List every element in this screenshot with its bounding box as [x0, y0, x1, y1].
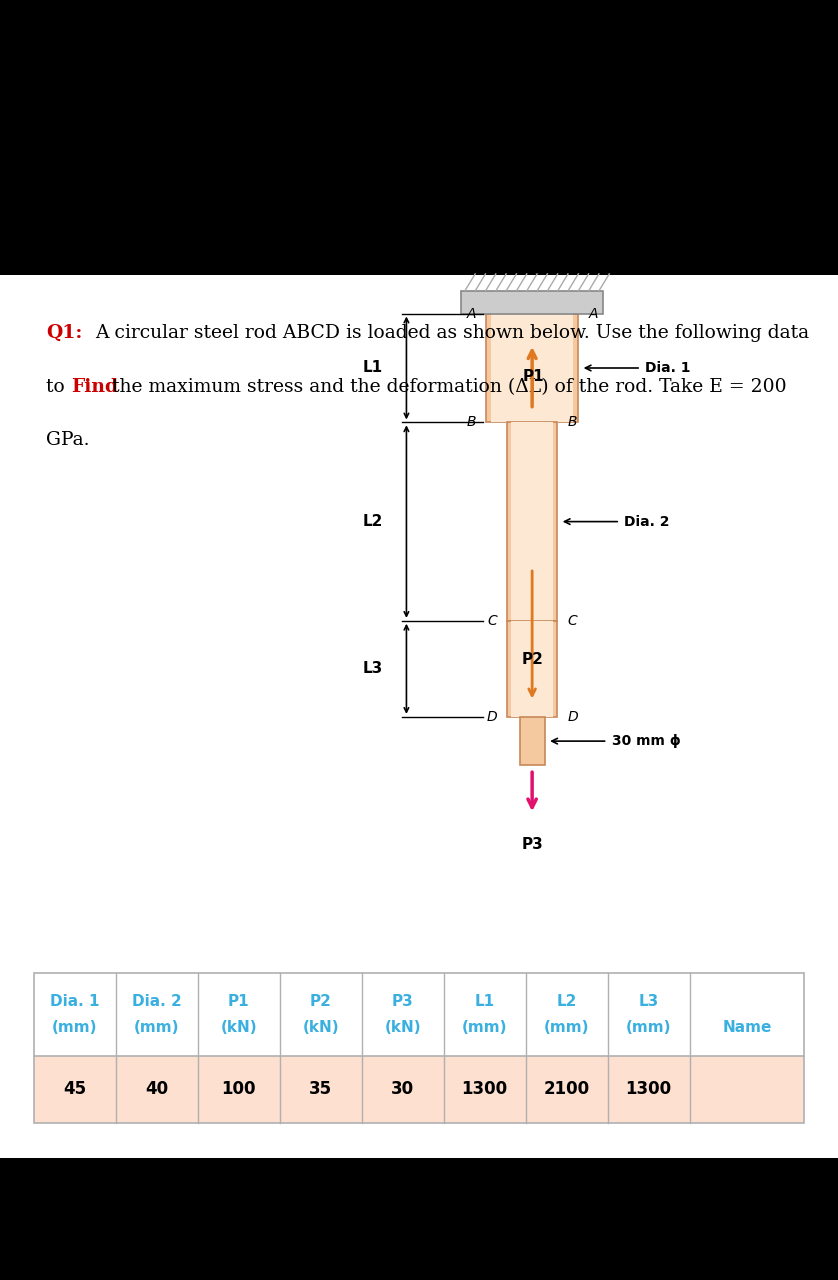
- Text: P2: P2: [522, 652, 544, 667]
- Text: A circular steel rod ABCD is loaded as shown below. Use the following data: A circular steel rod ABCD is loaded as s…: [95, 324, 809, 342]
- Text: Q1:: Q1:: [46, 324, 82, 342]
- Text: B: B: [467, 416, 476, 429]
- Bar: [491, 314, 573, 422]
- Text: C: C: [487, 614, 497, 627]
- Text: 35: 35: [309, 1080, 332, 1098]
- Text: 45: 45: [63, 1080, 86, 1098]
- Text: B: B: [567, 416, 577, 429]
- Text: (mm): (mm): [52, 1020, 97, 1034]
- Text: (kN): (kN): [385, 1020, 421, 1034]
- Text: 100: 100: [221, 1080, 256, 1098]
- Text: to: to: [46, 378, 71, 396]
- Text: (mm): (mm): [134, 1020, 179, 1034]
- Bar: [34, 1056, 804, 1123]
- Text: Dia. 1: Dia. 1: [49, 995, 99, 1009]
- Text: L2: L2: [556, 995, 577, 1009]
- Text: (kN): (kN): [303, 1020, 339, 1034]
- Text: A: A: [588, 307, 597, 320]
- Text: P3: P3: [391, 995, 413, 1009]
- Text: GPa.: GPa.: [46, 431, 90, 449]
- Text: L3: L3: [363, 662, 383, 676]
- Text: L1: L1: [474, 995, 494, 1009]
- Text: A: A: [467, 307, 476, 320]
- Bar: [461, 291, 603, 314]
- Bar: [511, 422, 553, 621]
- Text: P1: P1: [522, 369, 544, 384]
- Text: 30: 30: [391, 1080, 414, 1098]
- Text: L3: L3: [639, 995, 659, 1009]
- Text: Dia. 2: Dia. 2: [624, 515, 670, 529]
- Text: Name: Name: [722, 1020, 772, 1034]
- Text: D: D: [567, 710, 578, 723]
- Text: the maximum stress and the deformation (ΔL) of the rod. Take E = 200: the maximum stress and the deformation (…: [112, 378, 787, 396]
- Text: L1: L1: [363, 361, 383, 375]
- Text: C: C: [567, 614, 577, 627]
- Text: P1: P1: [228, 995, 250, 1009]
- Text: P2: P2: [310, 995, 332, 1009]
- Bar: [34, 973, 804, 1123]
- Text: D: D: [486, 710, 497, 723]
- Text: (mm): (mm): [544, 1020, 589, 1034]
- Bar: [34, 973, 804, 1056]
- Text: (mm): (mm): [626, 1020, 671, 1034]
- Text: 1300: 1300: [626, 1080, 672, 1098]
- Text: 30 mm ϕ: 30 mm ϕ: [612, 735, 680, 748]
- Text: P3: P3: [521, 837, 543, 852]
- Text: 2100: 2100: [544, 1080, 590, 1098]
- Bar: [511, 621, 553, 717]
- Bar: [507, 422, 557, 621]
- Text: 1300: 1300: [462, 1080, 508, 1098]
- Text: Dia. 1: Dia. 1: [645, 361, 691, 375]
- Text: 40: 40: [145, 1080, 168, 1098]
- Bar: [520, 717, 545, 765]
- Bar: [507, 621, 557, 717]
- Text: (mm): (mm): [462, 1020, 507, 1034]
- Bar: [486, 314, 578, 422]
- Text: Find: Find: [71, 378, 118, 396]
- Text: (kN): (kN): [220, 1020, 257, 1034]
- Text: L2: L2: [363, 515, 383, 529]
- Bar: [0, 275, 838, 1158]
- Text: Dia. 2: Dia. 2: [132, 995, 181, 1009]
